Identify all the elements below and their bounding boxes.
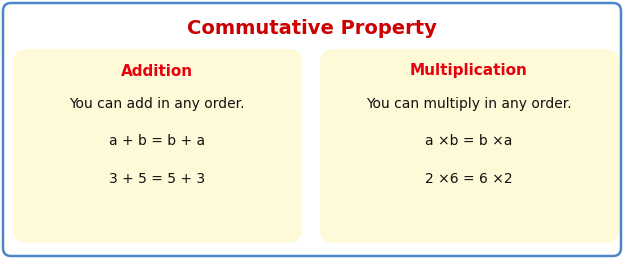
Text: a ×b = b ×a: a ×b = b ×a: [426, 134, 513, 148]
FancyBboxPatch shape: [13, 49, 302, 243]
Text: a + b = b + a: a + b = b + a: [109, 134, 205, 148]
FancyBboxPatch shape: [320, 49, 619, 243]
Text: You can add in any order.: You can add in any order.: [69, 97, 245, 111]
FancyBboxPatch shape: [3, 3, 621, 256]
Text: Commutative Property: Commutative Property: [187, 19, 437, 39]
Text: 3 + 5 = 5 + 3: 3 + 5 = 5 + 3: [109, 172, 205, 186]
Text: 2 ×6 = 6 ×2: 2 ×6 = 6 ×2: [425, 172, 513, 186]
Text: You can multiply in any order.: You can multiply in any order.: [366, 97, 572, 111]
Text: Addition: Addition: [121, 63, 193, 78]
Text: Multiplication: Multiplication: [410, 63, 528, 78]
